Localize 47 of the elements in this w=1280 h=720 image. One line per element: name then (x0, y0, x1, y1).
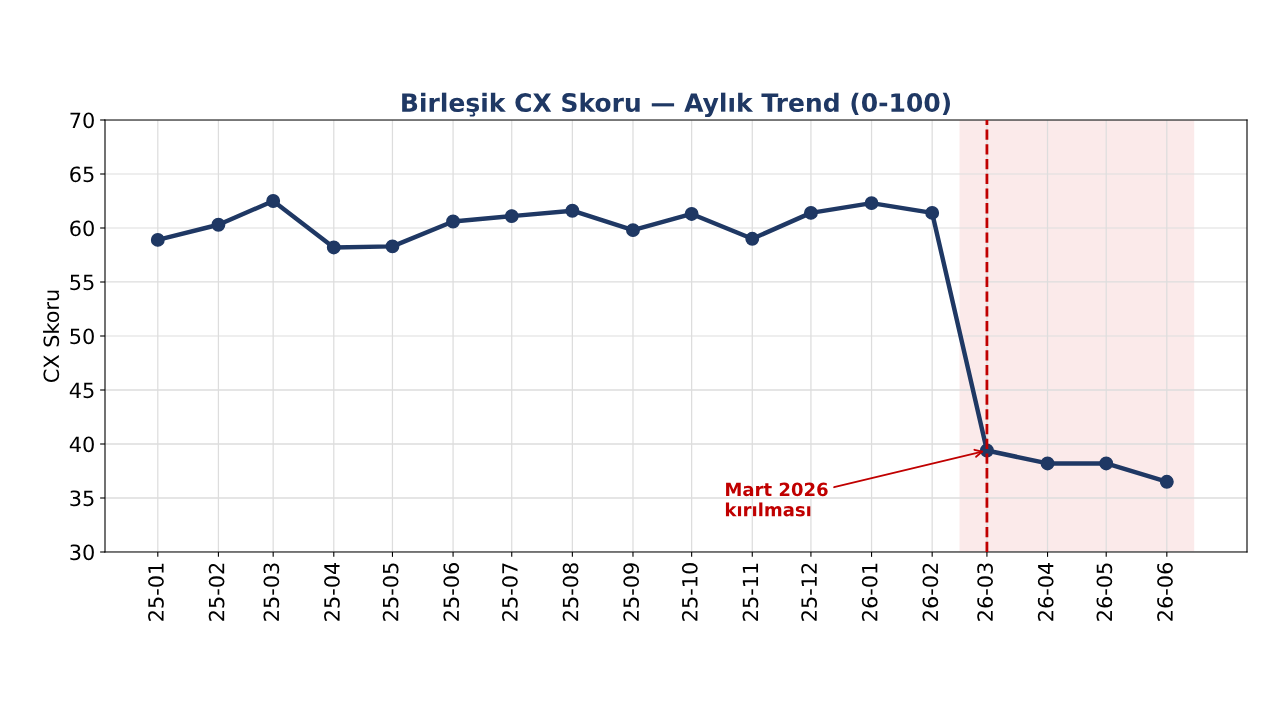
y-tick-label: 45 (69, 382, 94, 399)
x-tick-label: 25-07 (502, 563, 518, 621)
y-tick-label: 70 (70, 112, 94, 129)
point (864, 196, 879, 211)
y-axis-title: CX Skoru (43, 290, 60, 383)
point (266, 194, 281, 208)
point (150, 232, 165, 247)
point (385, 239, 400, 254)
y-tick-label: 30 (70, 544, 94, 561)
x-tick-label: 25-04 (324, 562, 340, 621)
point (446, 214, 461, 229)
point (1099, 456, 1114, 471)
chart-title: Birleşik CX Skoru — Aylık Trend (0-100) (402, 92, 950, 118)
y-tick-label: 50 (70, 328, 94, 345)
x-tick-label: 25-08 (562, 563, 579, 621)
point (803, 205, 818, 220)
x-tick-label: 25-11 (742, 563, 759, 621)
point (684, 207, 699, 221)
point (1159, 474, 1174, 489)
x-tick-label: 25-09 (623, 563, 640, 621)
point (1040, 456, 1055, 471)
x-tick-label: 26-02 (922, 563, 939, 621)
y-tick-label: 55 (70, 274, 94, 291)
point (745, 231, 760, 246)
point (626, 223, 640, 238)
x-tick-label: 26-06 (1157, 563, 1173, 621)
point (504, 209, 519, 224)
y-tick-label: 60 (70, 220, 94, 237)
y-tick-label: 35 (70, 490, 94, 507)
point (326, 240, 341, 255)
x-tick-label: 26-01 (861, 563, 878, 621)
x-tick-label: 25-12 (801, 563, 817, 621)
x-tick-label: 25-01 (148, 563, 164, 621)
x-tick-label: 25-05 (382, 563, 399, 621)
y-tick-label: 40 (69, 436, 94, 453)
x-tick-label: 25-10 (681, 563, 698, 621)
x-tick-label: 25-03 (263, 563, 280, 621)
x-tick-label: 26-04 (1037, 562, 1054, 621)
x-tick-label: 25-06 (443, 563, 460, 621)
point (925, 205, 940, 220)
x-tick-label: 26-03 (977, 563, 993, 621)
x-tick-label: 26-05 (1096, 563, 1113, 621)
x-tick-label: 25-02 (208, 563, 225, 621)
y-tick-label: 65 (70, 166, 94, 183)
point (211, 217, 226, 232)
point (565, 203, 580, 218)
annotation: Mart 2026 kırılması (725, 482, 828, 517)
